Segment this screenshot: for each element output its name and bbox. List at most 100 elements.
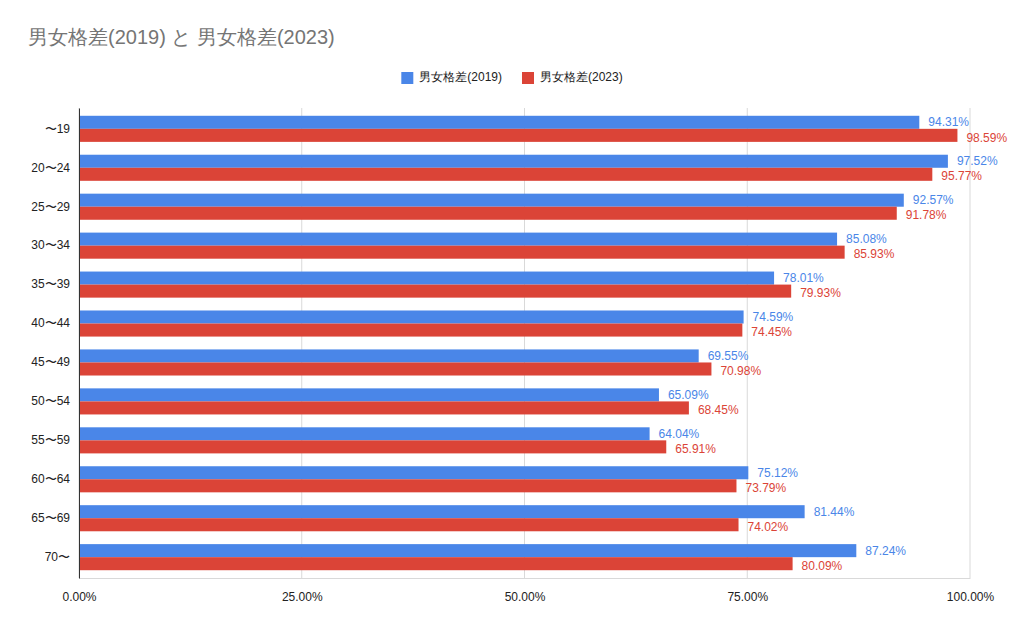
bar: [79, 310, 744, 323]
bar: [79, 129, 957, 142]
y-tick: 60〜64: [31, 472, 79, 486]
bar: [79, 349, 699, 362]
bar: [79, 272, 774, 285]
y-tick-label: 〜19: [45, 122, 71, 136]
y-tick-label: 70〜: [45, 550, 70, 564]
data-label: 92.57%: [913, 193, 954, 207]
y-tick: 70〜: [45, 550, 79, 564]
y-axis: 〜19 20〜24 25〜29 30〜34 35〜39 40〜44 45〜49 50〜54 55…: [31, 109, 79, 579]
data-label: 97.52%: [957, 154, 998, 168]
x-axis: 0.00% 25.00% 50.00% 75.00% 100.00%: [62, 578, 994, 604]
y-tick-label: 40〜44: [31, 316, 70, 330]
series: [79, 129, 957, 570]
y-tick-label: 30〜34: [31, 238, 70, 252]
x-tick: 75.00%: [727, 578, 768, 604]
legend-label: 男女格差(2019): [419, 70, 502, 84]
legend: 男女格差(2019) 男女格差(2023): [401, 70, 622, 84]
data-label: 98.59%: [966, 131, 1007, 145]
legend-swatch: [401, 72, 413, 84]
y-tick: 55〜59: [31, 433, 79, 447]
bar: [79, 427, 650, 440]
legend-label: 男女格差(2023): [540, 70, 623, 84]
data-labels: 94.31% 97.52% 92.57% 85.08% 78.01% 74.59% 69.5…: [659, 115, 1008, 572]
y-tick-label: 60〜64: [31, 472, 70, 486]
data-label: 85.08%: [846, 232, 887, 246]
data-label: 65.09%: [668, 388, 709, 402]
data-label: 65.91%: [675, 442, 716, 456]
title: 男女格差(2019) と 男女格差(2023): [28, 26, 335, 48]
y-tick: 45〜49: [31, 355, 79, 369]
bar: [79, 324, 742, 337]
data-label: 73.79%: [745, 481, 786, 495]
x-tick-label: 100.00%: [947, 590, 995, 604]
grid: [79, 108, 970, 578]
data-label: 78.01%: [783, 271, 824, 285]
plot: 94.31% 97.52% 92.57% 85.08% 78.01% 74.59% 69.5…: [31, 108, 1007, 604]
y-axis-line: [79, 109, 80, 579]
x-tick: 0.00%: [62, 578, 96, 604]
bar: [79, 194, 904, 207]
y-tick: 20〜24: [31, 161, 79, 175]
bar: [79, 207, 897, 220]
bar: [79, 557, 793, 570]
y-tick-label: 45〜49: [31, 355, 70, 369]
data-label: 80.09%: [802, 559, 843, 573]
legend-item: 男女格差(2019): [401, 70, 502, 84]
data-label: 74.59%: [753, 310, 794, 324]
x-tick-label: 50.00%: [505, 590, 546, 604]
bar: [79, 388, 659, 401]
x-axis-line: [80, 578, 971, 579]
x-tick-label: 75.00%: [727, 590, 768, 604]
bar: [79, 505, 805, 518]
y-tick: 〜19: [45, 122, 79, 136]
bar: [79, 518, 739, 531]
bar: [79, 155, 948, 168]
bar: [79, 544, 856, 557]
y-tick-label: 20〜24: [31, 161, 70, 175]
legend-item: 男女格差(2023): [522, 70, 623, 84]
data-label: 94.31%: [928, 115, 969, 129]
y-tick: 65〜69: [31, 511, 79, 525]
legend-swatch: [522, 72, 534, 84]
bar: [79, 362, 711, 375]
x-tick-label: 25.00%: [282, 590, 323, 604]
bar: [79, 168, 932, 181]
bar: [79, 233, 837, 246]
data-label: 81.44%: [814, 505, 855, 519]
bar: [79, 466, 748, 479]
y-tick: 35〜39: [31, 277, 79, 291]
data-label: 74.45%: [751, 325, 792, 339]
bar: [79, 285, 791, 298]
y-tick-label: 25〜29: [31, 200, 70, 214]
grid-line: [79, 108, 80, 578]
y-tick-label: 55〜59: [31, 433, 70, 447]
chart: 男女格差(2019) と 男女格差(2023) 94.31% 97.52% 92.57…: [0, 0, 1024, 638]
data-label: 70.98%: [720, 364, 761, 378]
data-label: 91.78%: [906, 208, 947, 222]
data-label: 87.24%: [865, 544, 906, 558]
y-tick: 30〜34: [31, 238, 79, 252]
data-label: 79.93%: [800, 286, 841, 300]
y-tick: 25〜29: [31, 200, 79, 214]
bar: [79, 479, 736, 492]
data-label: 74.02%: [748, 520, 789, 534]
bar: [79, 440, 666, 453]
data-label: 68.45%: [698, 403, 739, 417]
bars: [79, 116, 957, 570]
x-tick: 25.00%: [282, 578, 323, 604]
data-label: 85.93%: [854, 247, 895, 261]
x-tick-label: 0.00%: [62, 590, 96, 604]
y-tick-label: 35〜39: [31, 277, 70, 291]
x-tick: 50.00%: [505, 578, 546, 604]
data-label: 75.12%: [757, 466, 798, 480]
y-tick-label: 65〜69: [31, 511, 70, 525]
series: [79, 116, 948, 557]
y-tick: 40〜44: [31, 316, 79, 330]
bar: [79, 116, 919, 129]
data-label: 95.77%: [941, 169, 982, 183]
bar: [79, 401, 689, 414]
data-label: 69.55%: [708, 349, 749, 363]
data-label: 64.04%: [659, 427, 700, 441]
y-tick: 50〜54: [31, 394, 79, 408]
y-tick-label: 50〜54: [31, 394, 70, 408]
